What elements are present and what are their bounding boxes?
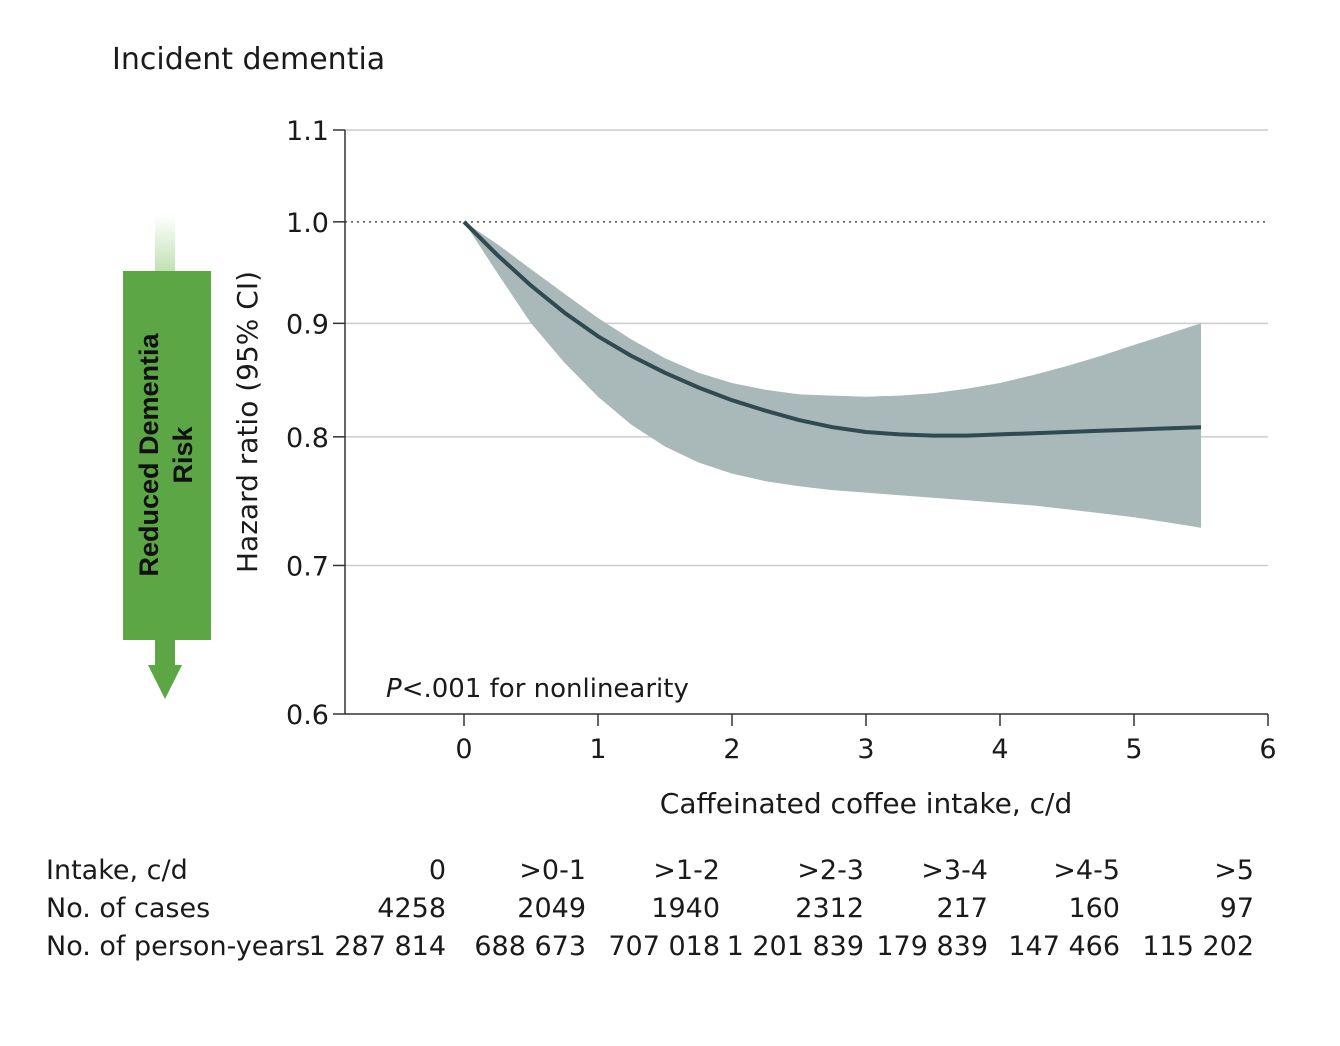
- risk-table-cell: 1940: [651, 893, 720, 924]
- badge-line-1: Reduced Dementia: [134, 332, 164, 576]
- x-tick-label-5: 5: [1125, 734, 1142, 765]
- risk-table-cell: >1-2: [653, 855, 720, 886]
- hazard-ratio-line: [462, 220, 1202, 438]
- risk-table-cell: 2049: [517, 893, 586, 924]
- y-tick-label-4: 1.0: [286, 208, 329, 239]
- y-axis-title: Hazard ratio (95% CI): [231, 271, 264, 573]
- risk-table-cell: 97: [1219, 893, 1254, 924]
- risk-table-cell: 0: [428, 855, 446, 886]
- y-tick-label-5: 1.1: [286, 116, 329, 147]
- risk-table-cell: 115 202: [1142, 931, 1254, 962]
- x-tick-label-1: 1: [589, 734, 606, 765]
- x-tick-label-2: 2: [723, 734, 740, 765]
- p-italic: P: [386, 674, 402, 704]
- x-axis-title: Caffeinated coffee intake, c/d: [660, 787, 1072, 820]
- risk-table-row-label: No. of person-years: [46, 931, 311, 962]
- risk-table-cell: >2-3: [797, 855, 864, 886]
- y-tick-label-1: 0.7: [286, 551, 329, 582]
- y-tick-label-2: 0.8: [286, 423, 329, 454]
- chart-title: Incident dementia: [112, 42, 386, 77]
- risk-table-cell: 147 466: [1008, 931, 1120, 962]
- risk-table-cell: 688 673: [474, 931, 586, 962]
- risk-table-cell: 1 287 814: [308, 931, 446, 962]
- risk-table-cell: >4-5: [1053, 855, 1120, 886]
- arrow-head: [148, 665, 182, 699]
- risk-table-cell: 707 018: [608, 931, 720, 962]
- risk-table-cell: 179 839: [876, 931, 988, 962]
- risk-table-cell: 217: [936, 893, 988, 924]
- risk-table-cell: 160: [1068, 893, 1120, 924]
- y-axis-ticks: 0.6 0.7 0.8 0.9 1.0 1.1: [286, 116, 345, 731]
- x-tick-label-4: 4: [991, 734, 1008, 765]
- risk-table-row-label: No. of cases: [46, 893, 211, 924]
- risk-table-cell: 4258: [377, 893, 446, 924]
- risk-table-cell: >3-4: [921, 855, 988, 886]
- arrow-fade-stem: [155, 215, 175, 273]
- arrow-stem: [155, 640, 175, 665]
- risk-table-cell: >5: [1214, 855, 1254, 886]
- x-tick-label-0: 0: [455, 734, 472, 765]
- confidence-band: [464, 221, 1201, 528]
- x-tick-label-3: 3: [857, 734, 874, 765]
- risk-table-cell: 1 201 839: [726, 931, 864, 962]
- axes: [344, 130, 1268, 715]
- x-tick-label-6: 6: [1259, 734, 1276, 765]
- nonlinearity-note: P<.001 for nonlinearity: [386, 674, 689, 704]
- y-tick-label-0: 0.6: [286, 700, 329, 731]
- x-axis-ticks: 0 1 2 3 4 5 6: [455, 714, 1277, 765]
- y-tick-label-3: 0.9: [286, 309, 329, 340]
- p-text: <.001 for nonlinearity: [402, 674, 689, 704]
- reduced-risk-arrow: Reduced Dementia Risk: [123, 215, 211, 699]
- risk-table-row-label: Intake, c/d: [46, 855, 188, 886]
- arrow-body: [123, 271, 211, 640]
- badge-line-2: Risk: [168, 426, 198, 484]
- risk-table-cell: 2312: [795, 893, 864, 924]
- risk-table-cell: >0-1: [519, 855, 586, 886]
